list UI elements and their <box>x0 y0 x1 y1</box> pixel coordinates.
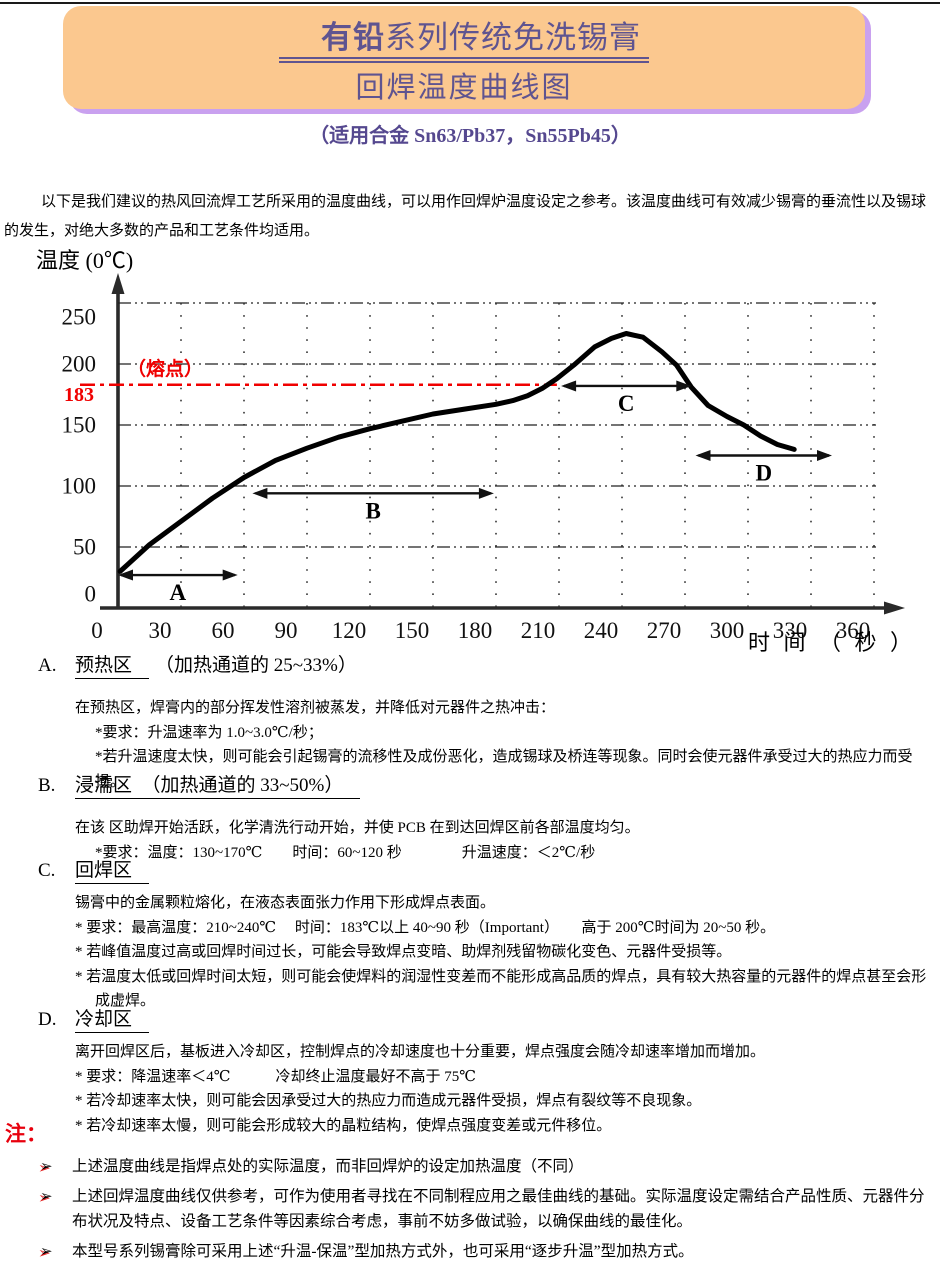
arrowhead-left-icon <box>118 569 133 581</box>
section-a-suffix: （加热通道的 25~33%） <box>155 655 357 676</box>
melting-point-label: （熔点） <box>127 357 203 380</box>
alloy-subtitle: （适用合金 Sn63/Pb37，Sn55Pb45） <box>309 125 631 147</box>
x-tick-label: 330 <box>773 618 808 643</box>
section-d-index: D. <box>38 1009 57 1030</box>
section-a-line: *若升温速度太快，则可能会引起锡膏的流移性及成份恶化，造成锡球及桥连等现象。同时… <box>95 749 913 790</box>
section-d-line: 离开回焊区后，基板进入冷却区，控制焊点的冷却速度也十分重要，焊点强度会随冷却速率… <box>75 1044 766 1060</box>
section-a-preheat: A. 预热区 （加热通道的 25~33%） 在预热区，焊膏内的部分挥发性溶剂被蒸发，… <box>0 650 938 794</box>
arrowhead-left-icon <box>252 487 268 499</box>
x-tick-label: 240 <box>584 618 619 643</box>
section-a-index: A. <box>38 655 57 676</box>
zone-arrows-layer: A B C D <box>118 380 832 605</box>
x-tick-label: 270 <box>647 618 682 643</box>
section-d-line: * 若冷却速率太慢，则可能会形成较大的晶粒结构，使焊点强度变差或元件移位。 <box>75 1117 612 1134</box>
section-d-heading: D. 冷却区 <box>0 1004 938 1033</box>
grid-layer <box>80 302 876 608</box>
x-tick-label: 150 <box>395 618 430 643</box>
notes-label: 注： <box>5 1122 47 1146</box>
axes <box>100 273 905 615</box>
section-c-reflow: C. 回焊区 锡膏中的金属颗粒熔化，在液态表面张力作用下形成焊点表面。 * 要求：… <box>0 855 938 1014</box>
section-d-cooling: D. 冷却区 离开回焊区后，基板进入冷却区，控制焊点的冷却速度也十分重要，焊点强度… <box>0 1004 938 1138</box>
x-tick-label: 210 <box>521 618 556 643</box>
document-title-line1: 有铅系列传统免洗锡膏 <box>279 12 649 63</box>
title-underline: 有铅系列传统免洗锡膏 <box>279 19 649 63</box>
melting-point-value: 183 <box>64 384 94 406</box>
note-item: ➢ 上述回焊温度曲线仅供参考，可作为使用者寻找在不同制程应用之最佳曲线的基础。实… <box>0 1184 938 1234</box>
x-tick-label: 300 <box>710 618 745 643</box>
arrow-bullet-icon: ➢ <box>40 1189 53 1205</box>
arrowhead-right-icon <box>478 487 494 499</box>
section-b-line: *要求：温度：130~170℃ 时间：60~120 秒 升温速度：＜2℃/秒 <box>95 844 596 861</box>
zone-B-label: B <box>365 498 380 523</box>
arrow-bullet-icon: ➢ <box>40 1244 53 1260</box>
section-c-line: * 若峰值温度过高或回焊时间过长，可能会导致焊点变暗、助焊剂残留物碳化变色、元器… <box>75 944 732 960</box>
y-tick-label: 150 <box>62 413 97 438</box>
arrowhead-left-icon <box>561 380 577 392</box>
section-b-index: B. <box>38 775 56 796</box>
notes-block: 注： ➢ 上述温度曲线是指焊点处的实际温度，而非回焊炉的设定加热温度（不同） ➢… <box>0 1118 938 1269</box>
x-tick-label: 120 <box>332 618 367 643</box>
section-c-heading: C. 回焊区 <box>0 855 938 884</box>
title-bold-part: 有铅 <box>321 19 385 55</box>
curve-layer <box>117 331 797 574</box>
y-axis-arrow-icon <box>111 273 125 294</box>
x-axis-title: 时 间 （ 秒 ） <box>748 630 916 655</box>
intro-paragraph: 以下是我们建议的热风回流焊工艺所采用的温度曲线，可以用作回焊炉温度设定之参考。该… <box>4 194 927 239</box>
section-c-line: 锡膏中的金属颗粒熔化，在液态表面张力作用下形成焊点表面。 <box>75 895 496 911</box>
y-tick-label: 250 <box>62 305 97 330</box>
note-item: ➢ 上述温度曲线是指焊点处的实际温度，而非回焊炉的设定加热温度（不同） <box>0 1154 938 1179</box>
title-rest-part: 系列传统免洗锡膏 <box>385 19 641 55</box>
section-a-line: *要求：升温速率为 1.0~3.0℃/秒； <box>95 724 323 741</box>
section-a-title: 预热区 <box>75 655 150 679</box>
section-b-title: 浸濡区 （加热通道的 33~50%） <box>75 775 361 799</box>
section-c-line: * 要求：最高温度：210~240℃ 时间：183℃以上 40~90 秒（Imp… <box>75 919 776 936</box>
x-tick-label: 180 <box>458 618 493 643</box>
section-d-line: * 若冷却速率太快，则可能会因承受过大的热应力而造成元器件受损，焊点有裂纹等不良… <box>75 1093 702 1109</box>
title-banner: 有铅系列传统免洗锡膏 回焊温度曲线图 <box>63 6 865 109</box>
section-c-index: C. <box>38 860 56 881</box>
section-b-soak: B. 浸濡区 （加热通道的 33~50%） 在该 区助焊开始活跃，化学清洗行动开始… <box>0 770 938 865</box>
y-tick-label: 100 <box>62 474 97 499</box>
y-tick-label: 200 <box>62 352 97 377</box>
section-c-title: 回焊区 <box>75 860 150 884</box>
document-title-line2: 回焊温度曲线图 <box>355 71 573 104</box>
arrowhead-right-icon <box>222 569 238 581</box>
zone-C-label: C <box>618 391 635 416</box>
section-b-heading: B. 浸濡区 （加热通道的 33~50%） <box>0 770 938 799</box>
x-tick-label: 90 <box>275 618 298 643</box>
arrowhead-left-icon <box>695 450 711 461</box>
zone-D-label: D <box>755 461 772 486</box>
note-item: ➢ 本型号系列锡膏除可采用上述“升温-保温”型加热方式外，也可采用“逐步升温”型… <box>0 1239 938 1264</box>
y-axis-title: 温度 (0℃) <box>36 248 133 273</box>
tick-labels-layer: 0 30 60 90 120 150 180 210 240 270 300 330 360 0 50 100… <box>62 305 871 644</box>
section-d-line: * 要求：降温速率＜4℃ 冷却终止温度最好不高于 75℃ <box>75 1068 477 1085</box>
section-a-heading: A. 预热区 （加热通道的 25~33%） <box>0 650 938 679</box>
y-tick-label: 50 <box>73 535 96 560</box>
section-d-title: 冷却区 <box>75 1009 150 1033</box>
zone-A-label: A <box>170 580 187 605</box>
arrowhead-right-icon <box>817 450 832 461</box>
section-c-line: * 若温度太低或回焊时间太短，则可能会使焊料的润湿性变差而不能形成高品质的焊点，… <box>75 968 927 1010</box>
x-tick-label: 30 <box>149 618 172 643</box>
temperature-curve <box>117 331 797 574</box>
section-a-line: 在预热区，焊膏内的部分挥发性溶剂被蒸发，并降低对元器件之热冲击： <box>75 700 556 716</box>
x-tick-label: 60 <box>212 618 235 643</box>
x-tick-label: 0 <box>91 618 103 643</box>
note-text: 上述温度曲线是指焊点处的实际温度，而非回焊炉的设定加热温度（不同） <box>72 1158 584 1175</box>
x-tick-label: 360 <box>836 618 871 643</box>
arrow-bullet-icon: ➢ <box>40 1159 53 1175</box>
x-axis-arrow-icon <box>884 601 905 615</box>
note-text: 本型号系列锡膏除可采用上述“升温-保温”型加热方式外，也可采用“逐步升温”型加热… <box>72 1243 694 1260</box>
page-top-border <box>0 2 940 4</box>
y-tick-label: 0 <box>85 582 97 607</box>
arrowhead-right-icon <box>676 380 692 392</box>
note-text: 上述回焊温度曲线仅供参考，可作为使用者寻找在不同制程应用之最佳曲线的基础。实际温… <box>72 1188 925 1230</box>
section-b-line: 在该 区助焊开始活跃，化学清洗行动开始，并使 PCB 在到达回焊区前各部温度均匀… <box>75 820 640 836</box>
